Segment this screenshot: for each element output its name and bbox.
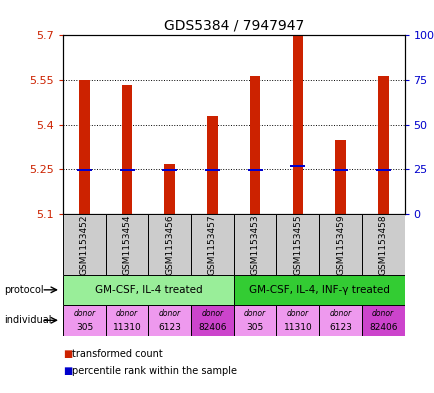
Bar <box>247 169 262 171</box>
Title: GDS5384 / 7947947: GDS5384 / 7947947 <box>163 19 303 33</box>
Bar <box>233 214 276 275</box>
Bar <box>335 140 345 214</box>
Text: GSM1153456: GSM1153456 <box>165 214 174 275</box>
Bar <box>79 80 89 214</box>
Bar <box>361 305 404 336</box>
Text: GSM1153452: GSM1153452 <box>80 215 89 275</box>
Text: GSM1153455: GSM1153455 <box>293 214 302 275</box>
Bar <box>319 305 361 336</box>
Bar <box>276 214 319 275</box>
Bar <box>77 169 92 171</box>
Text: donor: donor <box>201 309 223 318</box>
Bar <box>332 169 347 171</box>
Bar <box>164 163 175 214</box>
Bar <box>233 275 404 305</box>
Bar <box>148 214 191 275</box>
Bar <box>105 214 148 275</box>
Text: 11310: 11310 <box>112 323 141 332</box>
Text: donor: donor <box>286 309 308 318</box>
Bar <box>148 305 191 336</box>
Bar <box>191 214 233 275</box>
Text: GSM1153454: GSM1153454 <box>122 215 132 275</box>
Text: GSM1153457: GSM1153457 <box>207 214 217 275</box>
Bar <box>290 165 305 167</box>
Text: protocol: protocol <box>4 285 44 295</box>
Text: individual: individual <box>4 315 52 325</box>
Text: 305: 305 <box>76 323 93 332</box>
Text: GSM1153458: GSM1153458 <box>378 214 387 275</box>
Bar <box>377 75 388 214</box>
Bar <box>375 169 390 171</box>
Bar <box>249 75 260 214</box>
Text: donor: donor <box>372 309 393 318</box>
Bar <box>319 214 361 275</box>
Bar <box>63 275 233 305</box>
Text: 6123: 6123 <box>158 323 181 332</box>
Bar <box>105 305 148 336</box>
Bar <box>292 35 302 214</box>
Bar <box>276 305 319 336</box>
Bar <box>191 305 233 336</box>
Bar <box>122 84 132 214</box>
Text: donor: donor <box>158 309 181 318</box>
Bar <box>162 169 177 171</box>
Text: donor: donor <box>73 309 95 318</box>
Bar <box>204 169 220 171</box>
Bar <box>233 305 276 336</box>
Text: ■: ■ <box>63 366 72 376</box>
Bar <box>207 116 217 214</box>
Bar <box>119 169 134 171</box>
Bar <box>63 214 105 275</box>
Bar <box>63 305 105 336</box>
Text: donor: donor <box>243 309 266 318</box>
Text: percentile rank within the sample: percentile rank within the sample <box>72 366 236 376</box>
Text: GM-CSF, IL-4 treated: GM-CSF, IL-4 treated <box>95 285 202 295</box>
Text: GSM1153453: GSM1153453 <box>250 214 259 275</box>
Bar <box>361 214 404 275</box>
Text: donor: donor <box>329 309 351 318</box>
Text: donor: donor <box>116 309 138 318</box>
Text: ■: ■ <box>63 349 72 359</box>
Text: 82406: 82406 <box>368 323 397 332</box>
Text: 6123: 6123 <box>329 323 351 332</box>
Text: 305: 305 <box>246 323 263 332</box>
Text: GSM1153459: GSM1153459 <box>335 214 344 275</box>
Text: transformed count: transformed count <box>72 349 162 359</box>
Text: GM-CSF, IL-4, INF-γ treated: GM-CSF, IL-4, INF-γ treated <box>248 285 389 295</box>
Text: 11310: 11310 <box>283 323 312 332</box>
Text: 82406: 82406 <box>198 323 226 332</box>
